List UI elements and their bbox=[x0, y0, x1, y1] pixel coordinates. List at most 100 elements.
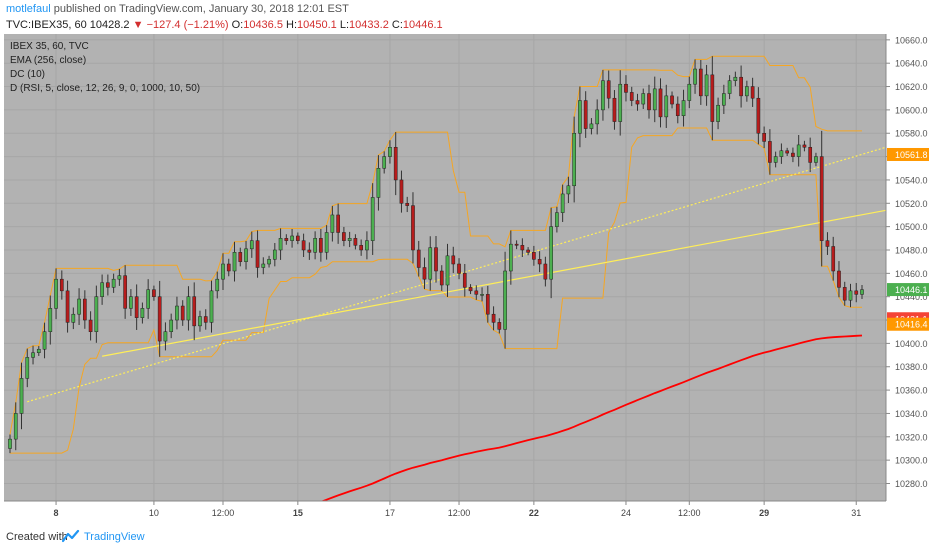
candle bbox=[572, 116, 576, 203]
candle-body bbox=[825, 240, 830, 247]
candle-body bbox=[532, 252, 536, 260]
price-axis-label: 10640.0 bbox=[895, 59, 928, 69]
candle bbox=[290, 228, 294, 248]
chart-area[interactable]: 10280.0 10300.0 10320.0 10340.0 10360.0 10380… bbox=[0, 34, 932, 522]
time-axis-label: 29 bbox=[759, 508, 769, 518]
candle-body bbox=[106, 282, 110, 288]
candle-body bbox=[854, 290, 859, 295]
candle-body bbox=[209, 290, 214, 323]
candle-body bbox=[739, 76, 743, 97]
candle bbox=[111, 273, 116, 293]
candle-body bbox=[635, 100, 640, 105]
candle-body bbox=[802, 144, 807, 148]
plot-background bbox=[4, 34, 886, 501]
candle bbox=[146, 279, 150, 319]
ohlc-line: TVC:IBEX35, 60 10428.2 ▼ −127.4 (−1.21%)… bbox=[6, 19, 443, 31]
candle bbox=[8, 434, 12, 454]
candle bbox=[77, 288, 81, 325]
candle-body bbox=[405, 203, 410, 206]
candle bbox=[854, 282, 859, 303]
candle bbox=[255, 230, 260, 278]
candle bbox=[336, 203, 340, 244]
candle bbox=[618, 70, 623, 136]
candle-body bbox=[203, 316, 208, 323]
candle bbox=[353, 234, 358, 250]
candle-body bbox=[169, 319, 174, 332]
candle-body bbox=[382, 156, 387, 169]
candle-body bbox=[710, 74, 715, 122]
candle bbox=[514, 240, 519, 250]
low-label: L: bbox=[339, 19, 350, 31]
candle bbox=[25, 348, 30, 388]
candle-body bbox=[647, 93, 651, 111]
author-link[interactable]: motlefaul bbox=[6, 3, 51, 15]
candle bbox=[272, 242, 277, 267]
candle bbox=[612, 90, 617, 130]
candle-body bbox=[560, 193, 565, 213]
candle bbox=[451, 246, 456, 274]
candle bbox=[485, 285, 490, 323]
candle-body bbox=[664, 95, 669, 118]
time-axis-label: 17 bbox=[385, 508, 395, 518]
candle-body bbox=[411, 205, 415, 251]
candle-body bbox=[192, 296, 197, 327]
candle-body bbox=[860, 289, 864, 295]
high-value: 10450.1 bbox=[297, 19, 337, 31]
candle bbox=[226, 258, 231, 277]
price-label-badge bbox=[887, 147, 929, 161]
candle bbox=[733, 71, 738, 87]
price-axis-label: 10620.0 bbox=[895, 82, 928, 92]
candle bbox=[837, 261, 841, 298]
candle bbox=[209, 280, 214, 333]
candle bbox=[491, 306, 496, 331]
low-value: 10433.2 bbox=[349, 19, 389, 31]
tradingview-brand-link[interactable]: TradingView bbox=[84, 531, 145, 543]
candle-body bbox=[549, 226, 553, 280]
candle-body bbox=[555, 212, 559, 227]
time-axis-label: 24 bbox=[621, 508, 631, 518]
candle bbox=[589, 118, 594, 135]
candle bbox=[543, 256, 548, 287]
candle-body bbox=[606, 80, 611, 99]
candle bbox=[762, 126, 766, 149]
donchian-upper-line bbox=[9, 55, 862, 435]
candle bbox=[819, 130, 824, 267]
candle-body bbox=[428, 247, 433, 280]
candle bbox=[808, 137, 813, 173]
candle-body bbox=[485, 294, 490, 315]
candle-body bbox=[152, 289, 156, 297]
candle-body bbox=[54, 278, 58, 309]
candle-body bbox=[393, 146, 398, 181]
candle-body bbox=[123, 275, 127, 309]
candle bbox=[698, 59, 703, 105]
candle bbox=[376, 155, 381, 211]
candle bbox=[221, 253, 225, 290]
candle-body bbox=[848, 290, 853, 301]
candle-body bbox=[750, 86, 755, 99]
candle-body bbox=[8, 438, 12, 449]
candle-body bbox=[716, 104, 720, 122]
candle bbox=[83, 290, 87, 329]
legend-ema: EMA (256, close) bbox=[10, 55, 87, 66]
candle-body bbox=[675, 103, 680, 116]
candle-body bbox=[520, 245, 525, 251]
created-with-label: Created with bbox=[6, 531, 68, 543]
price-chart[interactable]: 10280.0 10300.0 10320.0 10340.0 10360.0 10380… bbox=[0, 34, 932, 522]
candle-body bbox=[422, 267, 427, 280]
candle-body bbox=[572, 132, 576, 187]
candle-body bbox=[249, 240, 254, 250]
candle bbox=[624, 75, 628, 102]
candle-body bbox=[399, 179, 404, 204]
candle bbox=[745, 80, 749, 102]
candle bbox=[152, 285, 156, 301]
candle bbox=[65, 280, 70, 333]
price-axis-label: 10340.0 bbox=[895, 409, 928, 419]
candle bbox=[722, 84, 726, 114]
tradingview-logo-icon[interactable] bbox=[62, 529, 80, 543]
candle bbox=[411, 192, 415, 264]
candle-body bbox=[779, 150, 784, 157]
candle bbox=[652, 76, 657, 123]
candle bbox=[710, 56, 715, 141]
price-label-badge bbox=[887, 283, 929, 297]
candle-body bbox=[503, 270, 507, 330]
